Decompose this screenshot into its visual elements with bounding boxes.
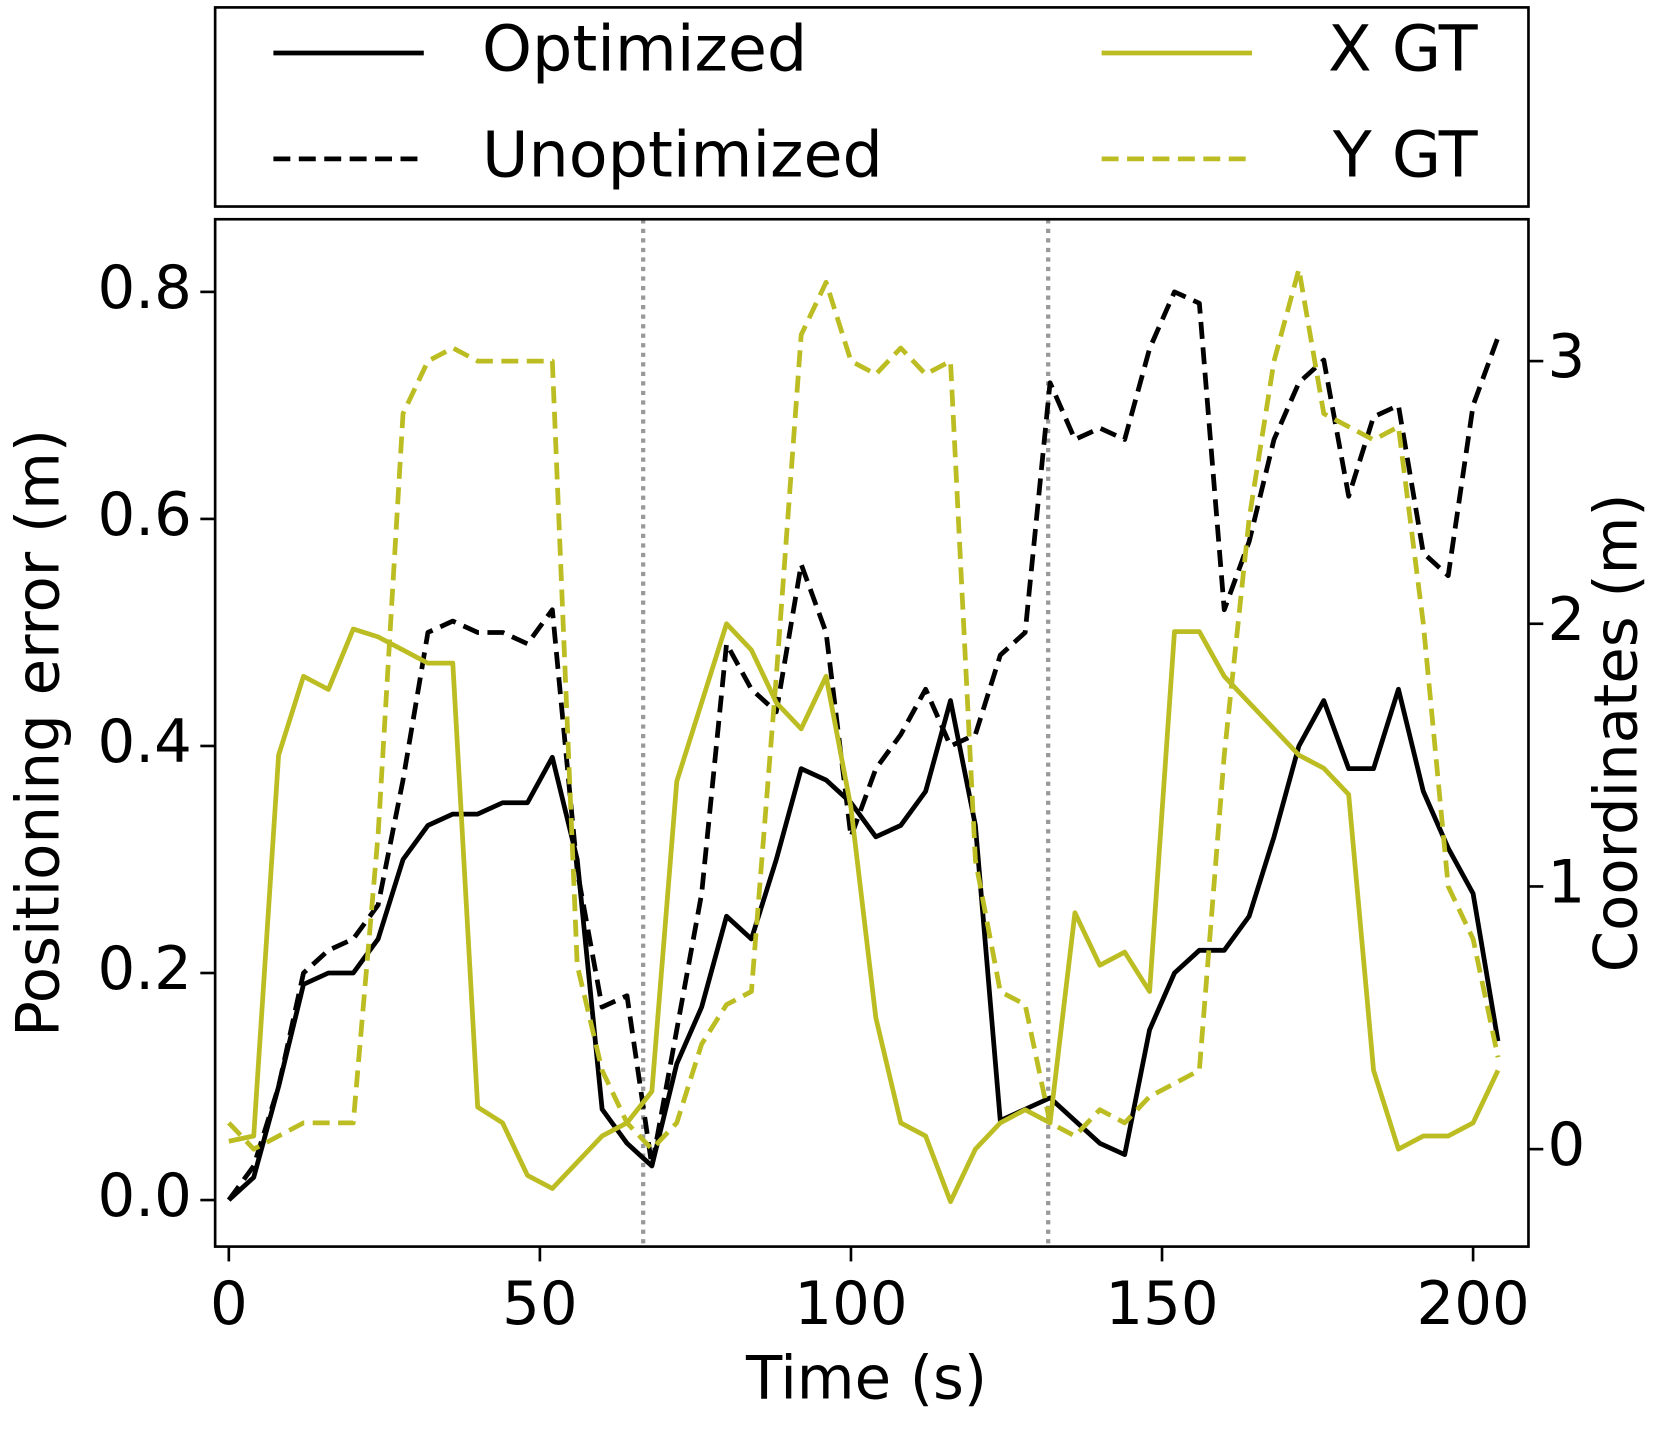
x-tick-label: 50: [502, 1269, 577, 1338]
series-line: [228, 621, 1501, 1205]
legend-box: [213, 6, 1530, 208]
series-line: [227, 686, 1501, 1202]
y-tick-label: 0.4: [98, 707, 192, 776]
plot-frame: [213, 217, 1530, 1248]
legend-label: Optimized: [482, 12, 807, 86]
y-tick-label: 0.0: [98, 1161, 192, 1230]
series-line: [226, 289, 1501, 1202]
y2-tick-label: 0: [1548, 1110, 1586, 1179]
legend-label: X GT: [1328, 12, 1478, 86]
y2-axis-label: Coordinates (m): [1582, 493, 1651, 972]
x-tick-label: 100: [794, 1269, 907, 1338]
y-tick-label: 0.6: [98, 480, 192, 549]
series-line: [227, 266, 1501, 1152]
y-tick-label: 0.8: [98, 253, 192, 322]
x-tick-label: 150: [1105, 1269, 1218, 1338]
y2-tick-label: 2: [1548, 585, 1586, 654]
x-tick-label: 200: [1417, 1269, 1530, 1338]
x-tick-label: 0: [210, 1269, 248, 1338]
y2-tick-label: 1: [1548, 848, 1586, 917]
y2-tick-label: 3: [1548, 322, 1586, 391]
legend-label: Unoptimized: [482, 117, 883, 191]
x-axis-label: Time (s): [745, 1343, 987, 1412]
y-axis-label: Positioning error (m): [4, 429, 73, 1037]
y-tick-label: 0.2: [98, 934, 192, 1003]
legend-label: Y GT: [1332, 117, 1478, 191]
